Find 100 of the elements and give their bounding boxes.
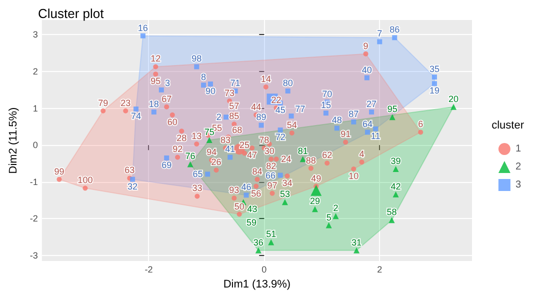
point <box>164 104 170 110</box>
annotation: 83 <box>220 135 230 146</box>
point <box>284 174 290 179</box>
annotation: 58 <box>386 207 397 218</box>
point <box>388 217 395 224</box>
point <box>250 146 255 151</box>
annotation: 44 <box>251 102 262 112</box>
annotation: 63 <box>124 165 135 176</box>
point <box>158 87 164 92</box>
point <box>228 154 233 160</box>
point <box>285 88 290 94</box>
annotation: 16 <box>138 22 148 33</box>
point <box>308 166 314 171</box>
annotation: 13 <box>192 130 202 141</box>
point <box>244 192 249 198</box>
y-tick-label: -3 <box>30 250 38 260</box>
point <box>170 112 175 118</box>
point <box>351 166 356 172</box>
annotation: 69 <box>162 160 172 170</box>
annotation: 14 <box>260 74 271 84</box>
point <box>359 160 364 165</box>
y-axis-title: Dim2 (11.5%) <box>8 107 20 174</box>
y-tick-label: 0 <box>32 140 38 150</box>
point <box>324 160 330 166</box>
annotation: 80 <box>282 78 293 88</box>
annotation: 76 <box>185 151 196 162</box>
annotation: 12 <box>150 54 161 64</box>
point <box>282 199 288 206</box>
point <box>151 109 156 114</box>
annotation: 72 <box>275 132 286 142</box>
annotation: 9 <box>363 40 368 51</box>
point <box>194 194 200 199</box>
annotation: 57 <box>229 101 240 112</box>
point <box>373 126 378 132</box>
annotation: 35 <box>429 64 440 74</box>
annotation: 98 <box>192 54 202 64</box>
annotation: 46 <box>241 182 252 192</box>
legend-label: 2 <box>515 162 522 172</box>
legend-label: 3 <box>515 180 522 190</box>
point <box>100 108 106 114</box>
annotation: 50 <box>234 201 244 212</box>
annotation: 71 <box>230 78 240 88</box>
point <box>450 104 457 110</box>
annotation: 2 <box>333 203 338 214</box>
annotation: 88 <box>306 155 316 166</box>
annotation: 30 <box>264 146 274 156</box>
point <box>268 156 274 162</box>
point <box>236 212 242 217</box>
point <box>369 109 374 114</box>
point <box>254 176 260 182</box>
annotation: 49 <box>311 173 322 184</box>
y-tick-label: 3 <box>32 30 38 40</box>
point <box>392 166 399 172</box>
point <box>323 110 328 116</box>
annotation: 43 <box>247 204 258 214</box>
annotation: 99 <box>54 166 64 176</box>
point <box>278 172 283 178</box>
annotation: 92 <box>172 144 183 154</box>
annotation: 48 <box>332 115 342 126</box>
point <box>268 239 274 246</box>
annotation: 10 <box>348 171 359 182</box>
annotation: 65 <box>192 169 203 180</box>
point <box>258 122 264 128</box>
point <box>214 168 219 173</box>
x-tick-label: 2 <box>377 264 382 274</box>
annotation: 15 <box>320 100 331 110</box>
annotation: 73 <box>224 88 235 98</box>
point <box>153 72 158 77</box>
point <box>208 82 213 87</box>
annotation: 26 <box>211 157 222 168</box>
annotation: 47 <box>247 150 258 160</box>
annotation: 40 <box>362 64 372 75</box>
point <box>140 33 146 38</box>
point <box>56 176 62 182</box>
y-tick-label: -2 <box>30 214 38 224</box>
annotation: 81 <box>298 146 308 156</box>
point <box>194 64 200 70</box>
point <box>392 191 399 198</box>
annotation: 20 <box>448 94 459 104</box>
annotation: 29 <box>310 196 320 206</box>
point <box>224 114 229 120</box>
annotation: 56 <box>251 188 262 198</box>
annotation: 28 <box>176 133 187 144</box>
chart-title: Cluster plot <box>38 6 104 21</box>
annotation: 18 <box>148 98 159 109</box>
y-tick-label: -1 <box>30 176 38 187</box>
point <box>389 114 396 120</box>
point <box>432 74 437 80</box>
point <box>206 136 212 143</box>
point <box>263 84 268 90</box>
annotation: 87 <box>348 108 359 119</box>
annotation: 4 <box>359 149 364 160</box>
annotation: 41 <box>225 144 236 154</box>
point <box>332 213 339 220</box>
point <box>194 141 200 146</box>
annotation: 60 <box>167 116 178 127</box>
annotation: 95 <box>387 104 398 114</box>
point <box>153 64 158 70</box>
annotation: 100 <box>78 175 93 186</box>
annotation: 39 <box>390 156 401 166</box>
